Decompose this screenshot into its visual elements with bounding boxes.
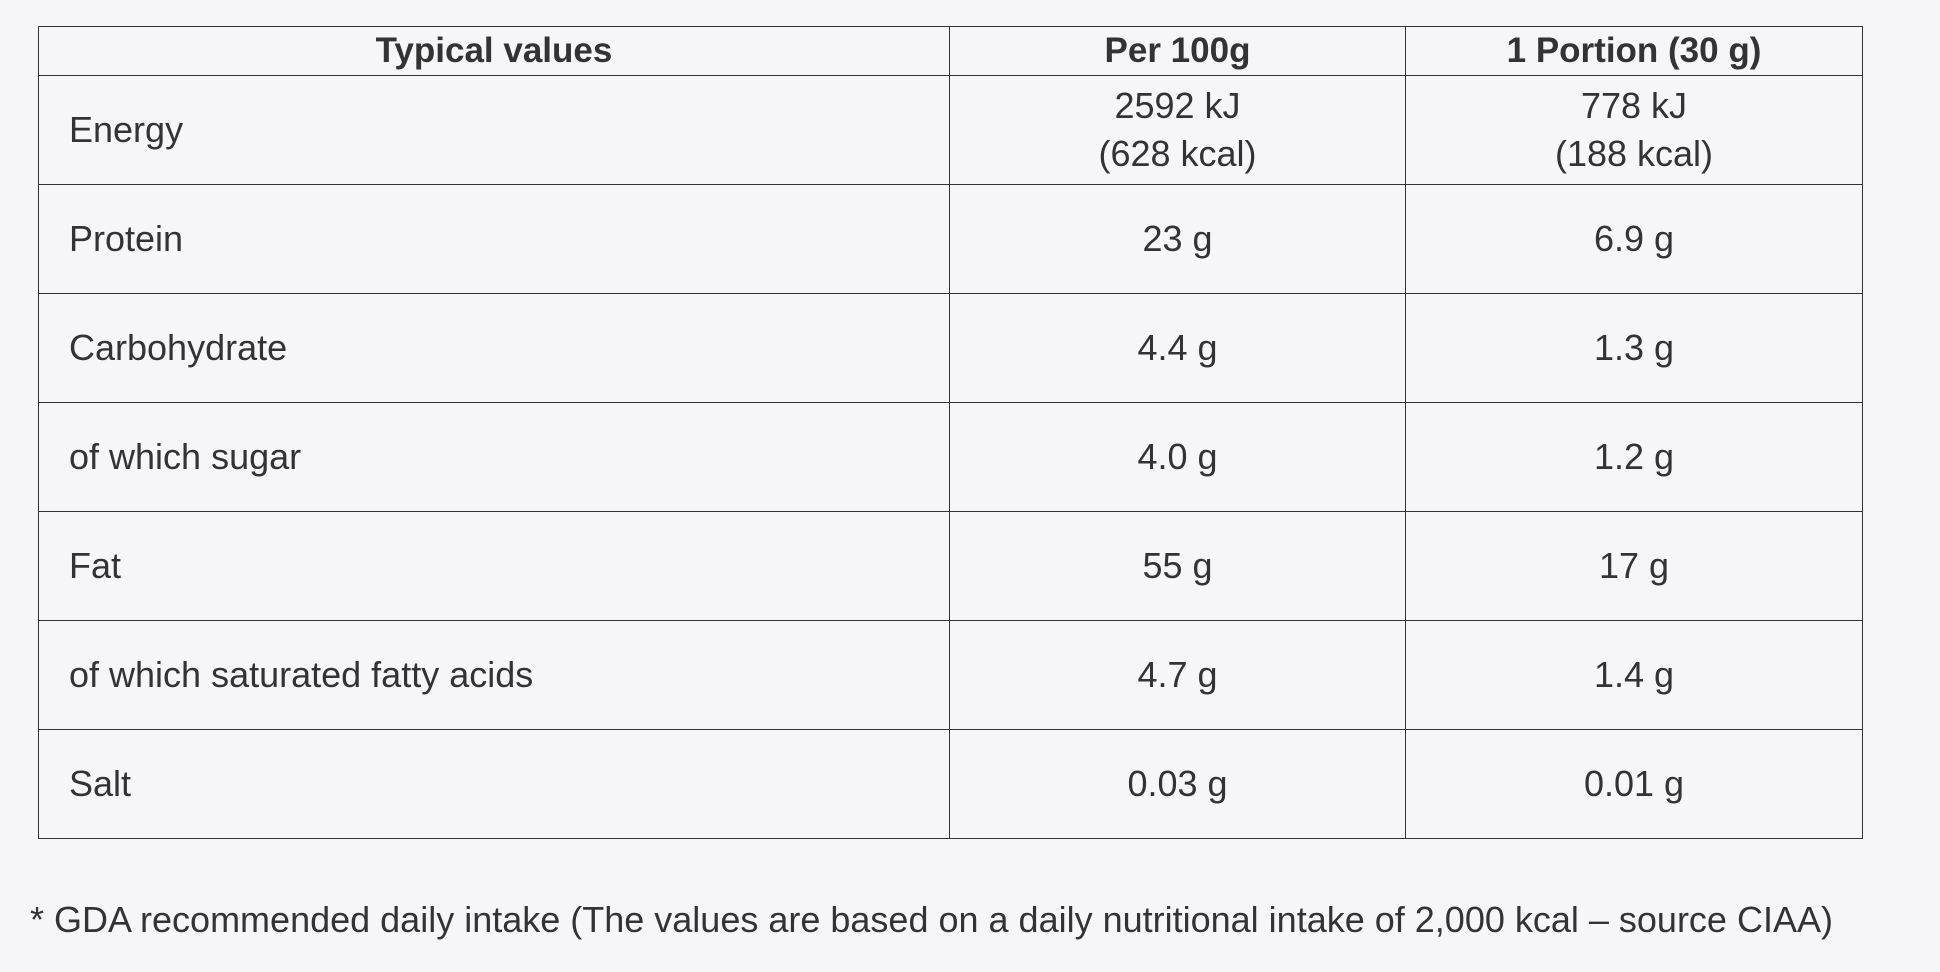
row-portion: 0.01 g xyxy=(1405,729,1863,839)
row-name: Energy xyxy=(38,75,950,185)
table-header: Typical values Per 100g 1 Portion (30 g) xyxy=(38,26,1863,76)
table-row: of which sugar 4.0 g 1.2 g xyxy=(38,402,1863,512)
table-row: Energy 2592 kJ (628 kcal) 778 kJ (188 kc… xyxy=(38,75,1863,185)
row-portion: 6.9 g xyxy=(1405,184,1863,294)
table-row: Fat 55 g 17 g xyxy=(38,511,1863,621)
row-per-100g: 4.7 g xyxy=(949,620,1406,730)
row-per-100g: 55 g xyxy=(949,511,1406,621)
header-portion: 1 Portion (30 g) xyxy=(1405,26,1863,76)
table-row: of which saturated fatty acids 4.7 g 1.4… xyxy=(38,620,1863,730)
row-name: of which saturated fatty acids xyxy=(38,620,950,730)
header-typical-values: Typical values xyxy=(38,26,950,76)
row-portion: 1.2 g xyxy=(1405,402,1863,512)
table-row: Salt 0.03 g 0.01 g xyxy=(38,729,1863,839)
row-per-100g: 4.0 g xyxy=(949,402,1406,512)
footnote: * GDA recommended daily intake (The valu… xyxy=(30,899,1833,940)
row-portion: 778 kJ (188 kcal) xyxy=(1405,75,1863,185)
row-per-100g: 4.4 g xyxy=(949,293,1406,403)
row-name: Salt xyxy=(38,729,950,839)
row-name: Carbohydrate xyxy=(38,293,950,403)
row-per-100g: 2592 kJ (628 kcal) xyxy=(949,75,1406,185)
row-portion: 17 g xyxy=(1405,511,1863,621)
value-line: 778 kJ xyxy=(1580,85,1688,126)
row-name: Protein xyxy=(38,184,950,294)
row-name: of which sugar xyxy=(38,402,950,512)
row-portion: 1.3 g xyxy=(1405,293,1863,403)
table-body: Energy 2592 kJ (628 kcal) 778 kJ (188 kc… xyxy=(38,75,1863,839)
row-per-100g: 23 g xyxy=(949,184,1406,294)
header-row: Typical values Per 100g 1 Portion (30 g) xyxy=(38,26,1863,76)
value-line: (188 kcal) xyxy=(1554,133,1714,174)
nutrition-table: Typical values Per 100g 1 Portion (30 g)… xyxy=(38,26,1863,839)
header-per-100g: Per 100g xyxy=(949,26,1406,76)
row-portion: 1.4 g xyxy=(1405,620,1863,730)
table-row: Protein 23 g 6.9 g xyxy=(38,184,1863,294)
value-line: (628 kcal) xyxy=(1098,133,1257,174)
table-row: Carbohydrate 4.4 g 1.3 g xyxy=(38,293,1863,403)
row-per-100g: 0.03 g xyxy=(949,729,1406,839)
value-line: 2592 kJ xyxy=(1114,85,1241,126)
row-name: Fat xyxy=(38,511,950,621)
